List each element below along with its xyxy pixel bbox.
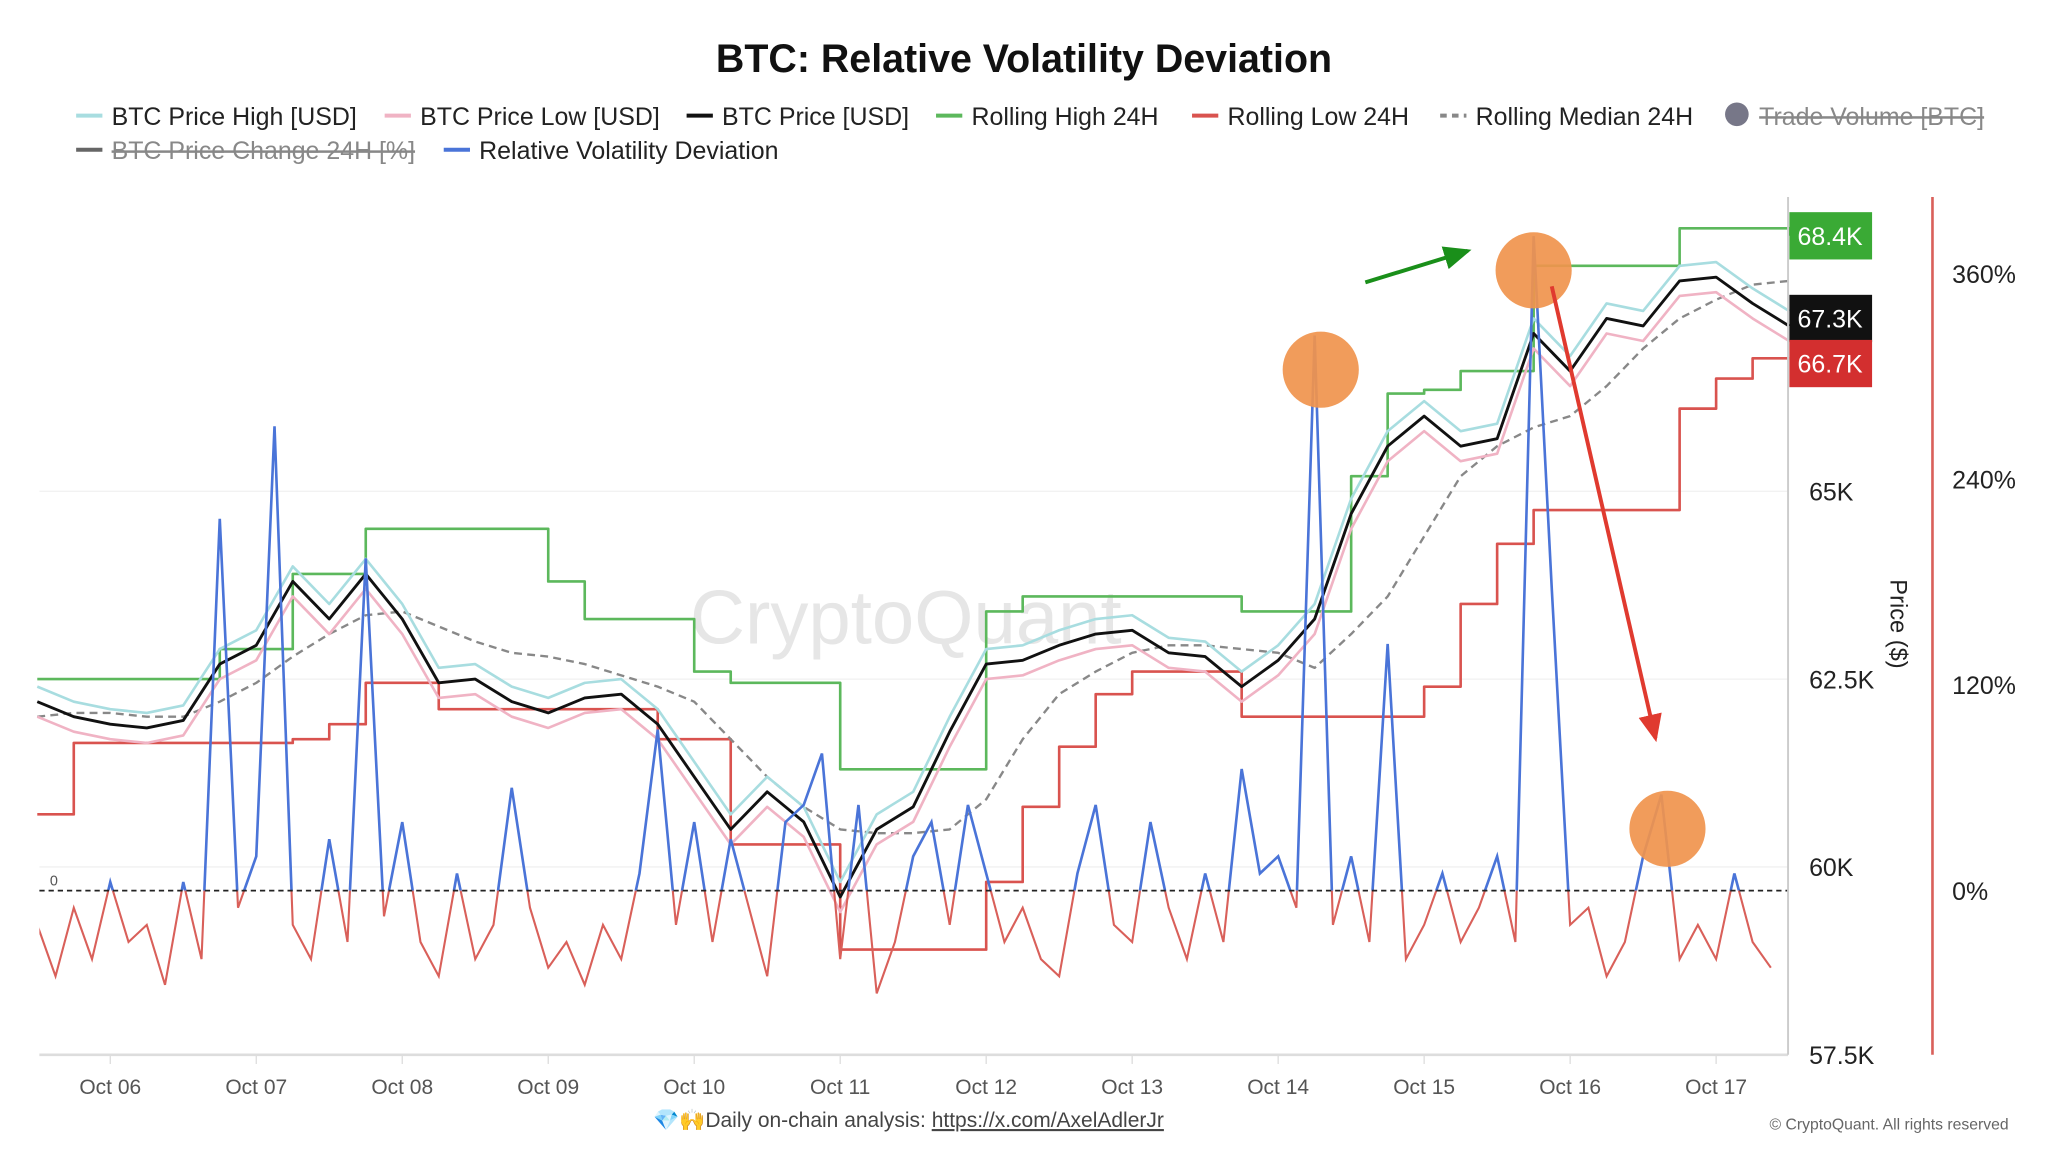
legend-item-btc-price-high[interactable]: BTC Price High [USD]: [76, 103, 357, 131]
footer-link[interactable]: https://x.com/AxelAdlerJr: [932, 1109, 1164, 1132]
svg-text:BTC Price Change 24H [%]: BTC Price Change 24H [%]: [112, 137, 415, 165]
x-tick-label: Oct 14: [1247, 1076, 1309, 1099]
svg-text:Trade Volume [BTC]: Trade Volume [BTC]: [1759, 103, 1984, 131]
x-tick-label: Oct 09: [517, 1076, 579, 1099]
x-tick-label: Oct 15: [1393, 1076, 1455, 1099]
svg-text:Rolling Median 24H: Rolling Median 24H: [1476, 103, 1694, 131]
price-tick-label: 62.5K: [1809, 666, 1875, 694]
legend-item-price-change[interactable]: BTC Price Change 24H [%]: [76, 137, 415, 165]
svg-text:BTC Price [USD]: BTC Price [USD]: [722, 103, 909, 131]
last-value-badge: 66.7K: [1789, 339, 1873, 388]
series: [36, 226, 1791, 994]
btc-price-line: [36, 275, 1790, 899]
rolling-low-line: [37, 356, 1790, 951]
price-axis-label: Price ($): [1884, 579, 1910, 668]
legend-item-rolling-high[interactable]: Rolling High 24H: [936, 103, 1159, 131]
legend-item-btc-price[interactable]: BTC Price [USD]: [686, 103, 909, 131]
x-tick-label: Oct 17: [1685, 1076, 1747, 1099]
price-tick-label: 57.5K: [1809, 1042, 1875, 1070]
legend-item-trade-volume[interactable]: Trade Volume [BTC]: [1725, 102, 1984, 131]
last-value-badges: 68.4K 67.3K 66.7K: [1789, 212, 1873, 388]
svg-text:Rolling High 24H: Rolling High 24H: [971, 103, 1158, 131]
last-value-badge: 67.3K: [1789, 294, 1873, 343]
x-tick-label: Oct 16: [1539, 1076, 1601, 1099]
x-tick-label: Oct 10: [663, 1076, 725, 1099]
svg-text:66.7K: 66.7K: [1797, 351, 1863, 379]
annotations: [1282, 232, 1706, 867]
last-value-badge: 68.4K: [1789, 212, 1873, 260]
x-tick-label: Oct 06: [79, 1076, 141, 1099]
price-tick-label: 65K: [1809, 478, 1854, 506]
watermark: CryptoQuant: [690, 576, 1122, 661]
legend: BTC Price High [USD] BTC Price Low [USD]…: [76, 102, 1984, 165]
chart-title: BTC: Relative Volatility Deviation: [716, 37, 1332, 81]
zero-label: 0: [50, 873, 58, 889]
rvd-line-negative: [39, 890, 1772, 994]
x-tick-label: Oct 08: [371, 1076, 433, 1099]
svg-text:BTC Price High [USD]: BTC Price High [USD]: [112, 103, 357, 131]
x-tick-label: Oct 13: [1101, 1076, 1163, 1099]
green-arrow: [1364, 246, 1472, 285]
svg-text:BTC Price Low [USD]: BTC Price Low [USD]: [420, 103, 660, 131]
highlight-circle: [1629, 790, 1706, 867]
footer: 💎🙌Daily on-chain analysis: https://x.com…: [653, 1108, 1164, 1132]
x-tick-label: Oct 12: [955, 1076, 1017, 1099]
percent-tick-label: 360%: [1952, 261, 2016, 289]
y-axis-ticks: 57.5K 60K 62.5K 65K 0% 120% 240% 360%: [1809, 261, 2016, 1070]
svg-text:Relative Volatility Deviation: Relative Volatility Deviation: [479, 137, 778, 165]
percent-tick-label: 240%: [1952, 467, 2016, 495]
legend-item-btc-price-low[interactable]: BTC Price Low [USD]: [384, 103, 660, 131]
legend-item-rolling-median[interactable]: Rolling Median 24H: [1440, 103, 1693, 131]
price-tick-label: 60K: [1809, 854, 1854, 882]
circle-icon: [1725, 102, 1749, 127]
svg-text:68.4K: 68.4K: [1797, 223, 1863, 251]
legend-item-rvd[interactable]: Relative Volatility Deviation: [443, 137, 779, 165]
btc-price-low-line: [36, 290, 1790, 914]
btc-price-high-line: [36, 260, 1790, 884]
x-tick-label: Oct 11: [810, 1076, 870, 1099]
copyright: © CryptoQuant. All rights reserved: [1769, 1117, 2008, 1134]
x-tick-label: Oct 07: [225, 1076, 287, 1099]
highlight-circle: [1282, 331, 1359, 408]
percent-tick-label: 0%: [1952, 878, 1988, 906]
rolling-median-line: [37, 279, 1790, 835]
footer-text: Daily on-chain analysis:: [705, 1109, 931, 1132]
rvd-line-positive: [106, 236, 1741, 891]
svg-text:67.3K: 67.3K: [1797, 306, 1863, 334]
footer-icons: 💎🙌: [653, 1108, 705, 1132]
red-arrow: [1549, 285, 1662, 743]
percent-tick-label: 120%: [1952, 672, 2016, 700]
legend-item-rolling-low[interactable]: Rolling Low 24H: [1192, 103, 1409, 131]
svg-text:Rolling Low 24H: Rolling Low 24H: [1227, 103, 1409, 131]
x-axis-ticks: Oct 06 Oct 07 Oct 08 Oct 09 Oct 10 Oct 11 Oct …: [79, 1054, 1747, 1099]
highlight-circle: [1495, 232, 1572, 309]
